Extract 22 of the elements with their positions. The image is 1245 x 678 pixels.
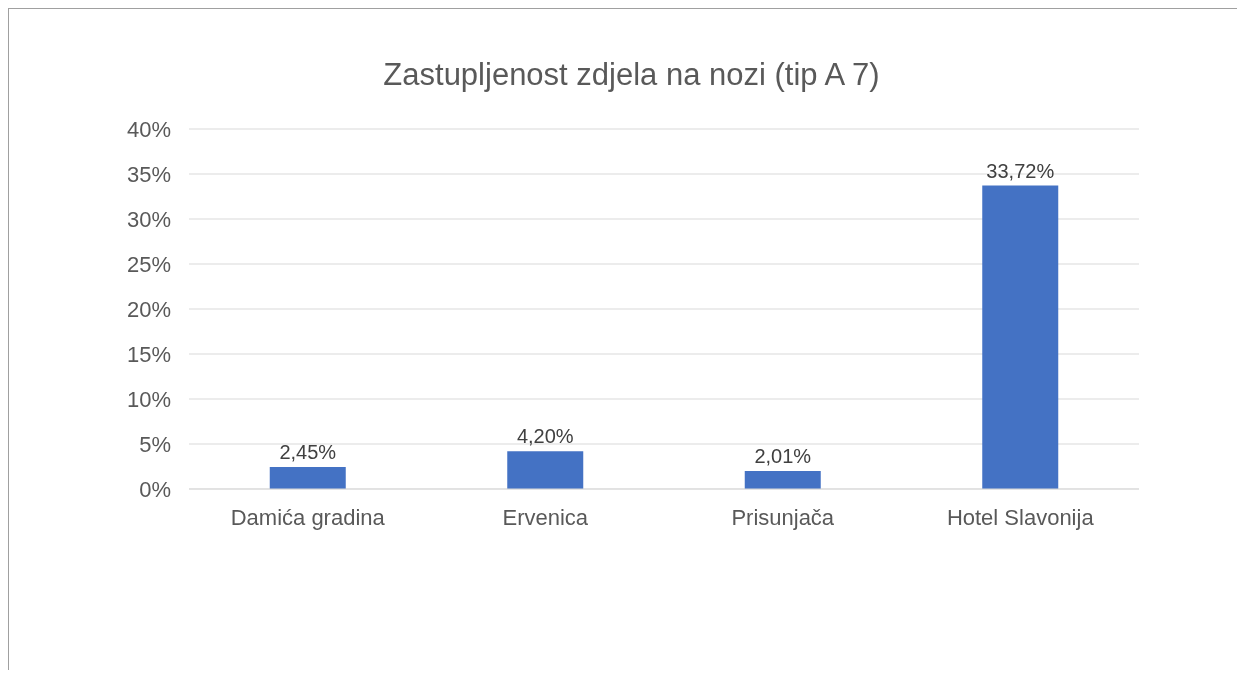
x-tick-label: Prisunjača — [731, 504, 835, 530]
data-label: 2,01% — [754, 444, 812, 467]
data-label: 4,20% — [516, 425, 574, 448]
y-tick-label: 5% — [139, 431, 171, 457]
data-label: 33,72% — [986, 159, 1055, 182]
y-tick-label: 20% — [126, 296, 171, 322]
y-tick-label: 10% — [126, 386, 171, 412]
bar — [507, 451, 584, 489]
chart-title: Zastupljenost zdjela na nozi (tip A 7) — [382, 57, 881, 93]
y-tick-label: 35% — [126, 161, 171, 187]
x-tick-label: Hotel Slavonija — [946, 504, 1095, 530]
bar — [744, 470, 821, 489]
data-label: 2,45% — [279, 440, 337, 463]
x-tick-label: Ervenica — [502, 504, 589, 530]
y-tick-label: 30% — [126, 206, 171, 232]
bar — [982, 185, 1059, 489]
y-tick-label: 15% — [126, 341, 171, 367]
y-tick-label: 25% — [126, 251, 171, 277]
y-tick-label: 40% — [126, 116, 171, 142]
y-tick-label: 0% — [139, 476, 171, 502]
x-tick-label: Damića gradina — [230, 504, 386, 530]
bar — [269, 466, 346, 489]
